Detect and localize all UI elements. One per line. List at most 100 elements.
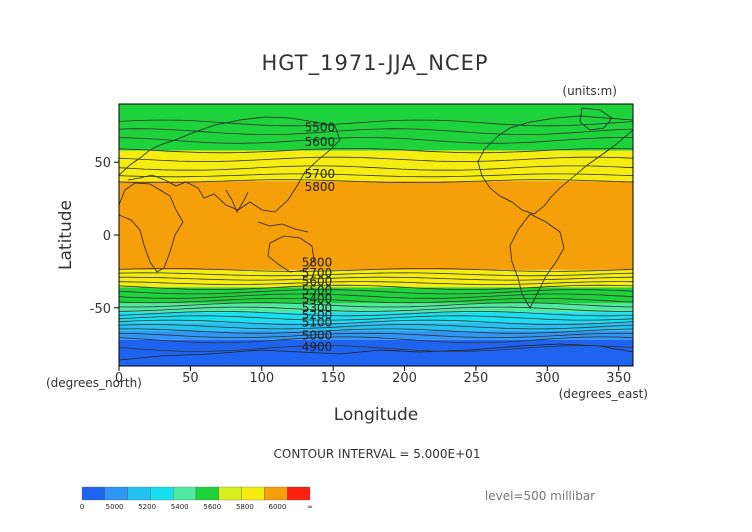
colorbar-swatch-6: [218, 486, 242, 501]
contour-label-2: 5700: [305, 167, 336, 181]
colorbar-swatch-7: [241, 486, 265, 501]
band-7: [119, 322, 633, 332]
contour-line-1: [119, 128, 633, 136]
colorbar-swatch-3: [150, 486, 174, 501]
colorbar-swatch-0: [81, 486, 105, 501]
y-unit-label: (degrees_north): [46, 376, 142, 390]
contour-label-0: 5500: [305, 120, 336, 134]
contour-labels: 5500560057005800580057005600550054005300…: [302, 120, 335, 354]
contour-line-18: [119, 311, 633, 317]
x-tick-label-1: 50: [182, 371, 199, 386]
band-0: [119, 104, 633, 151]
contour-label-5: 5700: [302, 266, 333, 280]
contour-label-13: 4900: [302, 340, 333, 354]
contour-line-24: [119, 336, 633, 344]
contour-line-10: [119, 276, 633, 281]
colorbar: 0 5000 5200 5400 5600 5800 6000 ∞: [80, 486, 313, 511]
contour-line-3: [119, 148, 633, 154]
colorbar-label-5: 5800: [236, 503, 254, 511]
x-tick-label-7: 350: [606, 371, 631, 386]
contour-line-16: [119, 302, 633, 308]
contour-line-11: [119, 281, 633, 285]
band-5: [119, 303, 633, 313]
x-tick-label-3: 150: [321, 371, 346, 386]
colorbar-label-4: 5600: [203, 503, 221, 511]
x-tick-label-6: 300: [535, 371, 560, 386]
contour-line-5: [119, 165, 633, 171]
coastline-north-america: [477, 115, 633, 215]
coastline-africa: [119, 182, 184, 273]
y-axis-label: Latitude: [56, 200, 76, 270]
coastline-south-america: [509, 213, 565, 309]
band-9: [119, 339, 633, 366]
contour-label-12: 5000: [302, 328, 333, 342]
contour-line-8: [119, 268, 633, 272]
colorbar-swatch-1: [104, 486, 128, 501]
contour-line-20: [119, 319, 633, 325]
x-tick-label-4: 200: [392, 371, 417, 386]
contour-line-17: [119, 306, 633, 312]
coastline-indonesia: [257, 221, 309, 233]
contour-line-13: [119, 289, 633, 295]
y-axis: 50 0 -50: [90, 156, 119, 317]
contour-line-12: [119, 284, 633, 291]
x-axis-label: Longitude: [334, 405, 419, 425]
colorbar-label-6: 6000: [269, 503, 287, 511]
contour-line-7: [119, 179, 633, 183]
contour-label-10: 5200: [302, 308, 333, 322]
contour-line-0: [119, 119, 633, 127]
colorbar-label-1: 5000: [106, 503, 124, 511]
band-2: [119, 181, 633, 270]
contour-label-8: 5400: [302, 292, 333, 306]
x-tick-label-0: 0: [115, 371, 123, 386]
colorbar-swatch-8: [264, 486, 288, 501]
y-tick-label-0: 50: [94, 156, 111, 171]
contour-label-7: 5500: [302, 283, 333, 297]
colorbar-swatch-4: [173, 486, 197, 501]
coastlines: [119, 107, 633, 361]
y-tick-label-1: 0: [103, 229, 111, 244]
contour-line-14: [119, 293, 633, 299]
level-text: level=500 millibar: [485, 489, 595, 503]
band-3: [119, 269, 633, 288]
coastline-antarctica: [119, 343, 633, 361]
colorbar-label-7: ∞: [307, 503, 313, 511]
units-label: (units:m): [562, 84, 617, 98]
contour-line-21: [119, 324, 633, 330]
colorbar-label-2: 5200: [138, 503, 156, 511]
contour-line-2: [119, 137, 633, 144]
contour-label-1: 5600: [305, 135, 336, 149]
chart-title: HGT_1971-JJA_NCEP: [261, 51, 488, 76]
contour-line-9: [119, 272, 633, 277]
colorbar-label-3: 5400: [171, 503, 189, 511]
contour-line-6: [119, 173, 633, 178]
contour-line-19: [119, 315, 633, 321]
x-unit-label: (degrees_east): [559, 387, 648, 401]
band-8: [119, 331, 633, 340]
colorbar-swatch-2: [127, 486, 151, 501]
colorbar-swatch-9: [287, 486, 311, 501]
contour-label-9: 5300: [302, 301, 333, 315]
contour-interval-text: CONTOUR INTERVAL = 5.000E+01: [274, 447, 481, 461]
contour-line-23: [119, 332, 633, 338]
contour-lines: [119, 119, 633, 352]
coastline-australia: [267, 235, 315, 273]
contour-line-22: [119, 328, 633, 334]
colorbar-label-0: 0: [80, 503, 84, 511]
contour-label-4: 5800: [302, 256, 333, 270]
x-tick-label-2: 100: [249, 371, 274, 386]
contour-label-3: 5800: [305, 180, 336, 194]
coastline-eurasia: [119, 116, 341, 213]
contour-line-15: [119, 297, 633, 304]
colorbar-swatch-5: [195, 486, 219, 501]
band-4: [119, 287, 633, 304]
color-bands: [119, 104, 633, 366]
band-6: [119, 312, 633, 323]
contour-line-25: [119, 345, 633, 352]
y-tick-label-2: -50: [90, 302, 111, 317]
x-axis: 0 50 100 150 200 250 300 350: [115, 366, 631, 386]
coastline-india: [225, 189, 249, 213]
x-tick-label-5: 250: [464, 371, 489, 386]
contour-label-11: 5100: [302, 315, 333, 329]
